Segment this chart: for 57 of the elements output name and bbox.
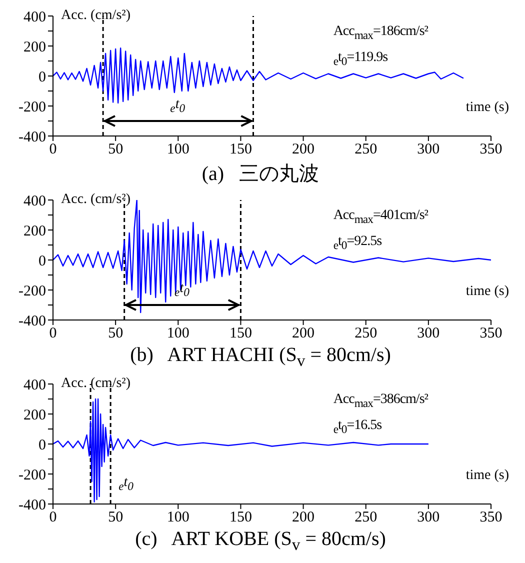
y-axis-title: Acc. (cm/s²) xyxy=(61,8,131,24)
y-tick-label: -200 xyxy=(18,283,46,300)
y-axis-title: Acc. (cm/s²) xyxy=(61,376,131,392)
x-tick-label: 0 xyxy=(49,326,57,342)
y-tick-label: 0 xyxy=(38,253,46,270)
x-tick-label: 200 xyxy=(292,326,315,342)
x-tick-label: 150 xyxy=(229,510,252,526)
y-tick-label: -200 xyxy=(18,99,46,116)
x-tick-label: 350 xyxy=(480,326,502,342)
text: (a) 三の丸波 xyxy=(200,162,320,187)
y-tick-label: 200 xyxy=(24,223,46,240)
annotation: $_{e}$t$_{0}$ xyxy=(170,97,186,115)
y-tick-label: -400 xyxy=(18,313,46,330)
x-tick-label: 350 xyxy=(480,142,502,158)
x-tick-label: 0 xyxy=(49,510,57,526)
annotation: Acc$_{max}$=401cm/s² xyxy=(333,208,428,226)
x-tick-label: 250 xyxy=(354,326,378,342)
x-tick-label: 250 xyxy=(354,142,378,158)
y-tick-label: 400 xyxy=(24,377,46,394)
x-tick-label: 350 xyxy=(480,510,502,526)
x-tick-label: 50 xyxy=(108,326,124,342)
x-tick-label: 0 xyxy=(49,142,57,158)
x-tick-label: 300 xyxy=(417,142,440,158)
y-tick-label: -400 xyxy=(18,129,46,146)
x-axis-title: time (s) xyxy=(466,100,509,116)
x-tick-label: 100 xyxy=(166,326,190,342)
x-tick-label: 300 xyxy=(417,510,440,526)
y-tick-label: -400 xyxy=(18,497,46,514)
y-axis-title: Acc. (cm/s²) xyxy=(61,192,131,208)
x-axis-title: time (s) xyxy=(466,284,509,300)
annotation: $_{e}$t$_{0}$=92.5s xyxy=(333,234,382,252)
x-tick-label: 100 xyxy=(166,142,190,158)
y-tick-label: 400 xyxy=(24,193,46,210)
annotation: $_{e}$t$_{0}$=16.5s xyxy=(333,418,382,436)
annotation: Acc$_{max}$=186cm/s² xyxy=(333,24,428,42)
x-tick-label: 150 xyxy=(229,142,252,158)
x-tick-label: 50 xyxy=(108,510,124,526)
x-tick-label: 50 xyxy=(108,142,124,158)
y-tick-label: 200 xyxy=(24,407,46,424)
y-tick-label: 200 xyxy=(24,39,46,56)
x-tick-label: 100 xyxy=(166,510,190,526)
y-tick-label: 0 xyxy=(38,437,46,454)
x-tick-label: 200 xyxy=(292,510,315,526)
annotation: $_{e}$t$_{0}$ xyxy=(174,281,190,299)
x-tick-label: 150 xyxy=(229,326,252,342)
x-tick-label: 250 xyxy=(354,510,378,526)
x-tick-label: 200 xyxy=(292,142,315,158)
text: (b) ART HACHI (S$_{v}$ = 80cm/s) xyxy=(129,344,392,371)
x-tick-label: 300 xyxy=(417,326,440,342)
x-axis-title: time (s) xyxy=(466,468,509,484)
y-tick-label: 400 xyxy=(24,9,46,26)
y-tick-label: -200 xyxy=(18,467,46,484)
annotation: $_{e}$t$_{0}$=119.9s xyxy=(333,50,388,68)
text: (c) ART KOBE (S$_{v}$ = 80cm/s) xyxy=(134,528,387,555)
annotation: $_{e}$t$_{0}$ xyxy=(118,475,134,493)
y-tick-label: 0 xyxy=(38,69,46,86)
annotation: Acc$_{max}$=386cm/s² xyxy=(333,392,428,410)
